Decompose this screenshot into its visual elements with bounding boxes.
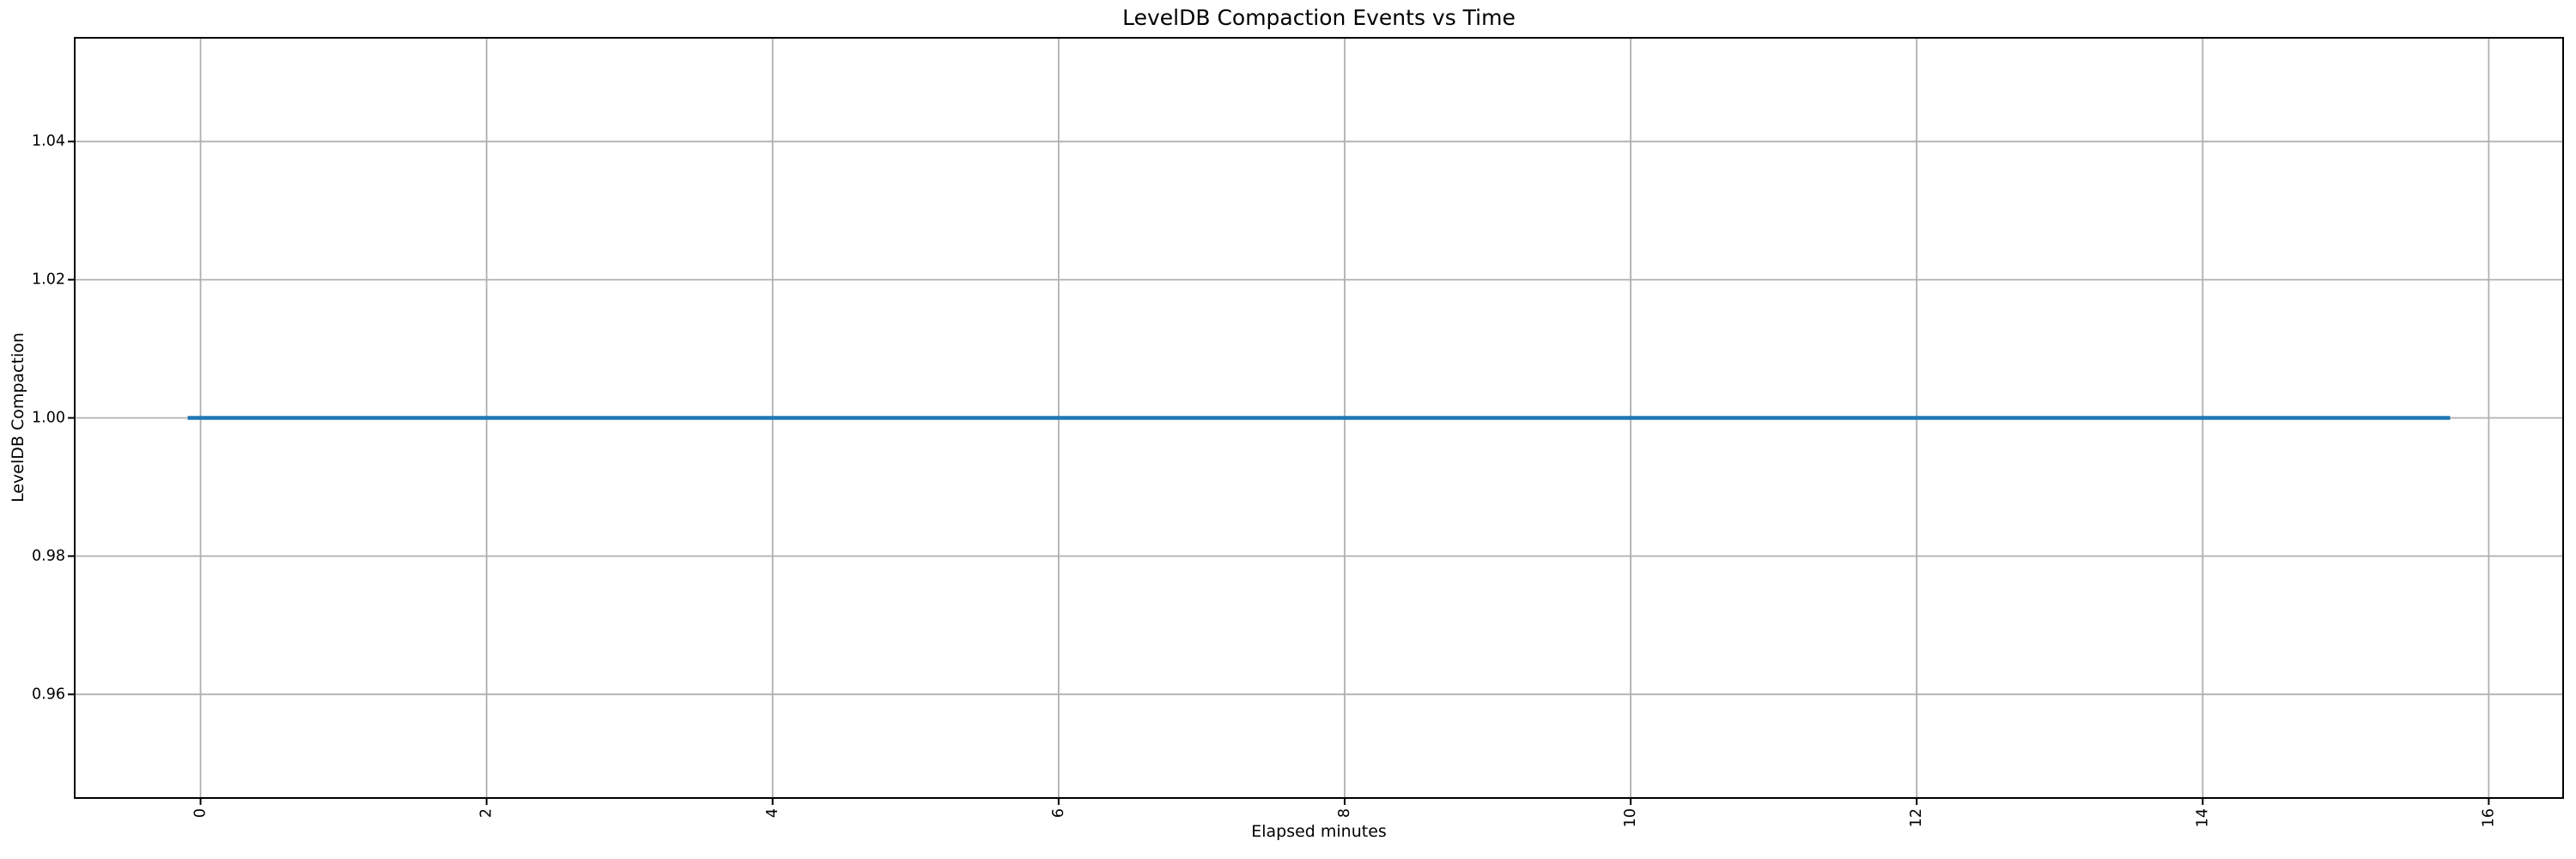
x-tick-label: 8 — [1336, 808, 1353, 818]
x-tick-label: 12 — [1908, 808, 1925, 827]
x-tick-label: 6 — [1050, 808, 1067, 818]
y-tick-label: 0.96 — [32, 685, 65, 703]
x-tick-label: 4 — [764, 808, 781, 818]
chart-title: LevelDB Compaction Events vs Time — [1122, 5, 1516, 30]
x-tick-label: 2 — [478, 808, 495, 818]
x-tick-label: 16 — [2480, 808, 2497, 827]
x-tick-label: 0 — [192, 808, 210, 818]
x-tick-label: 14 — [2194, 808, 2211, 827]
y-tick-label: 1.04 — [32, 133, 65, 150]
y-tick-label: 0.98 — [32, 547, 65, 564]
x-tick-label: 10 — [1622, 808, 1639, 827]
y-tick-label: 1.02 — [32, 271, 65, 289]
y-axis-label: LevelDB Compaction — [9, 332, 27, 503]
x-axis-label: Elapsed minutes — [1251, 822, 1387, 841]
y-tick-label: 1.00 — [32, 410, 65, 427]
